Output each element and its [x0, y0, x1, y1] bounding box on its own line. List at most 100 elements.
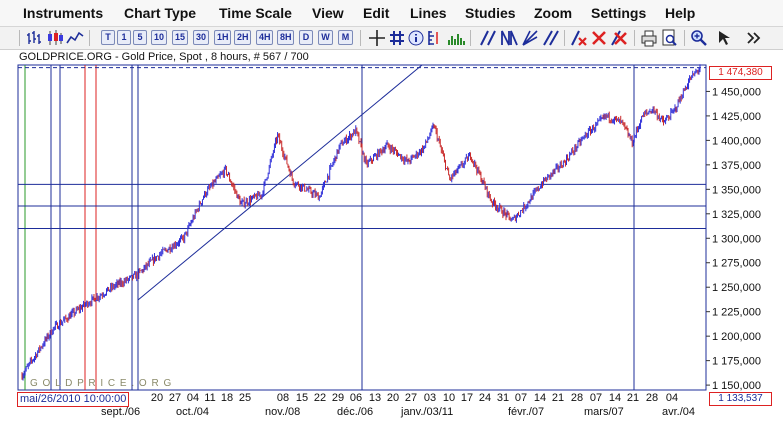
- x-tick-label: 22: [314, 392, 326, 404]
- x-tick-label: 20: [151, 392, 163, 404]
- info-icon[interactable]: [407, 29, 425, 47]
- cursor-icon[interactable]: [716, 29, 734, 47]
- y-tick-label: 1 225,000: [712, 307, 761, 319]
- x-tick-label: 20: [387, 392, 399, 404]
- bar-chart-icon[interactable]: [26, 29, 44, 47]
- x-tick-label: 04: [187, 392, 199, 404]
- x-month-label: déc./06: [337, 406, 374, 418]
- menu-zoom[interactable]: Zoom: [534, 5, 573, 21]
- x-month-label: avr./04: [662, 406, 696, 418]
- x-month-label: janv./03/11: [401, 406, 454, 418]
- menu-instruments[interactable]: Instruments: [23, 5, 104, 21]
- period-button-2h[interactable]: 2H: [234, 30, 251, 45]
- low-price-label: 1 133,537: [709, 392, 772, 406]
- menu-help[interactable]: Help: [665, 5, 696, 21]
- toolbar-separator: [360, 30, 361, 46]
- x-month-label: sept./06: [101, 406, 141, 418]
- draw-parallel-icon[interactable]: [542, 29, 560, 47]
- period-button-w[interactable]: W: [318, 30, 333, 45]
- x-tick-label: 28: [571, 392, 583, 404]
- y-tick-label: 1 425,000: [712, 111, 761, 123]
- period-button-15[interactable]: 15: [172, 30, 188, 45]
- x-tick-label: 04: [666, 392, 678, 404]
- x-tick-label: 17: [461, 392, 473, 404]
- period-button-4h[interactable]: 4H: [256, 30, 273, 45]
- draw-line-icon[interactable]: [479, 29, 497, 47]
- x-month-label: mars/07: [584, 406, 624, 418]
- menu-settings[interactable]: Settings: [591, 5, 647, 21]
- trend-line: [137, 64, 423, 301]
- menu-view[interactable]: View: [312, 5, 344, 21]
- toolbar-separator: [89, 30, 90, 46]
- x-tick-label: 24: [479, 392, 491, 404]
- period-button-t[interactable]: T: [101, 30, 115, 45]
- toolbar-separator: [470, 30, 471, 46]
- period-button-30[interactable]: 30: [193, 30, 209, 45]
- y-tick-label: 1 450,000: [712, 86, 761, 98]
- candlestick-icon[interactable]: [46, 29, 64, 47]
- x-tick-label: 13: [369, 392, 381, 404]
- toolbar-separator: [564, 30, 565, 46]
- period-button-m[interactable]: M: [338, 30, 353, 45]
- x-tick-label: 18: [221, 392, 233, 404]
- menu-time-scale[interactable]: Time Scale: [219, 5, 292, 21]
- x-tick-label: 07: [515, 392, 527, 404]
- volume-icon[interactable]: [447, 29, 465, 47]
- watermark-text: G O L D P R I C E . O R G: [30, 378, 172, 389]
- toolbar: T 1 5 10 15 30 1H 2H 4H 8H D W M: [0, 27, 783, 50]
- y-tick-label: 1 200,000: [712, 331, 761, 343]
- zoom-in-icon[interactable]: [690, 29, 708, 47]
- y-tick-label: 1 175,000: [712, 356, 761, 368]
- y-tick-label: 1 325,000: [712, 209, 761, 221]
- x-tick-label: 14: [609, 392, 621, 404]
- toolbar-separator: [19, 30, 20, 46]
- y-tick-label: 1 400,000: [712, 135, 761, 147]
- x-tick-label: 03: [424, 392, 436, 404]
- draw-fan-icon[interactable]: [521, 29, 539, 47]
- y-tick-label: 1 150,000: [712, 380, 761, 392]
- more-icon[interactable]: [744, 29, 762, 47]
- x-tick-label: 06: [350, 392, 362, 404]
- menu-edit[interactable]: Edit: [363, 5, 390, 21]
- x-tick-label: 14: [534, 392, 546, 404]
- print-preview-icon[interactable]: [660, 29, 678, 47]
- grid-icon[interactable]: [388, 29, 406, 47]
- list-icon[interactable]: [426, 29, 444, 47]
- line-chart-icon[interactable]: [66, 29, 84, 47]
- y-tick-label: 1 275,000: [712, 258, 761, 270]
- period-button-10[interactable]: 10: [151, 30, 167, 45]
- cursor-date-label: mai/26/2010 10:00:00: [17, 392, 130, 407]
- menu-lines[interactable]: Lines: [410, 5, 447, 21]
- x-month-label: oct./04: [176, 406, 210, 418]
- period-button-1[interactable]: 1: [117, 30, 131, 45]
- period-button-d[interactable]: D: [299, 30, 313, 45]
- y-tick-label: 1 300,000: [712, 233, 761, 245]
- delete-line-icon[interactable]: [570, 29, 588, 47]
- x-month-label: nov./08: [265, 406, 301, 418]
- delete-all-icon[interactable]: [610, 29, 628, 47]
- delete-icon[interactable]: [590, 29, 608, 47]
- x-tick-label: 10: [443, 392, 455, 404]
- x-tick-label: 08: [277, 392, 289, 404]
- x-month-label: févr./07: [508, 406, 545, 418]
- x-tick-label: 27: [169, 392, 181, 404]
- menu-chart-type[interactable]: Chart Type: [124, 5, 197, 21]
- x-tick-label: 11: [204, 392, 215, 404]
- menu-bar: Instruments Chart Type Time Scale View E…: [0, 0, 783, 27]
- crosshair-icon[interactable]: [368, 29, 386, 47]
- y-tick-label: 1 250,000: [712, 282, 761, 294]
- x-tick-label: 31: [497, 392, 509, 404]
- print-icon[interactable]: [640, 29, 658, 47]
- x-tick-label: 29: [332, 392, 344, 404]
- x-tick-label: 25: [239, 392, 251, 404]
- x-tick-label: 21: [552, 392, 564, 404]
- period-button-8h[interactable]: 8H: [277, 30, 294, 45]
- y-tick-label: 1 350,000: [712, 184, 761, 196]
- x-tick-label: 28: [646, 392, 658, 404]
- menu-studies[interactable]: Studies: [465, 5, 516, 21]
- period-button-1h[interactable]: 1H: [214, 30, 231, 45]
- current-price-label: 1 474,380: [709, 66, 772, 80]
- draw-lines-icon[interactable]: [500, 29, 518, 47]
- period-button-5[interactable]: 5: [133, 30, 147, 45]
